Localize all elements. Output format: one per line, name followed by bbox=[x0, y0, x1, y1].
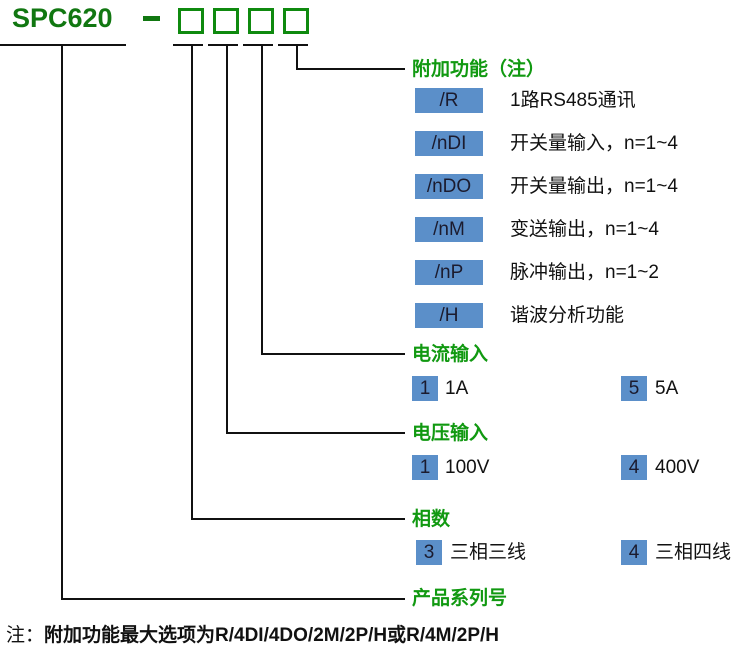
slot4-leader-line bbox=[296, 68, 405, 70]
series-leader-line bbox=[61, 598, 405, 600]
slot3-drop-line bbox=[261, 44, 263, 355]
slot1-drop-line bbox=[191, 44, 193, 520]
section-title-product-series: 产品系列号 bbox=[412, 588, 508, 609]
slot1-leader-line bbox=[191, 518, 405, 520]
option-badge-voltage-1: 4 bbox=[621, 455, 647, 480]
option-desc-additional-1: 开关量输入，n=1~4 bbox=[510, 133, 678, 154]
model-dash-icon bbox=[143, 16, 160, 21]
option-badge-additional-0: /R bbox=[415, 88, 483, 113]
option-desc-current-1: 5A bbox=[655, 378, 679, 399]
model-name: SPC620 bbox=[12, 3, 113, 33]
option-badge-voltage-0: 1 bbox=[412, 455, 438, 480]
model-slot-1 bbox=[178, 8, 204, 34]
slot2-leader-line bbox=[226, 432, 405, 434]
series-drop-line bbox=[61, 44, 63, 600]
option-desc-phase-1: 三相四线 bbox=[655, 542, 732, 563]
slot2-drop-line bbox=[226, 44, 228, 434]
option-badge-phase-1: 4 bbox=[621, 540, 647, 565]
option-desc-additional-5: 谐波分析功能 bbox=[510, 305, 625, 326]
option-badge-current-0: 1 bbox=[412, 376, 438, 401]
option-desc-phase-0: 三相三线 bbox=[450, 542, 527, 563]
slot4-underline bbox=[278, 44, 308, 46]
slot2-underline bbox=[208, 44, 238, 46]
option-badge-additional-2: /nDO bbox=[415, 174, 483, 199]
option-desc-additional-3: 变送输出，n=1~4 bbox=[510, 219, 659, 240]
section-title-voltage-input: 电压输入 bbox=[412, 423, 489, 444]
section-title-phase-count: 相数 bbox=[412, 509, 451, 530]
section-title-additional-functions: 附加功能（注） bbox=[412, 59, 546, 80]
section-title-current-input: 电流输入 bbox=[412, 344, 489, 365]
slot4-drop-line bbox=[296, 44, 298, 70]
model-slot-3 bbox=[248, 8, 274, 34]
slot3-leader-line bbox=[261, 353, 405, 355]
option-desc-additional-2: 开关量输出，n=1~4 bbox=[510, 176, 678, 197]
footnote: 注：附加功能最大选项为R/4DI/4DO/2M/2P/H或R/4M/2P/H bbox=[6, 620, 499, 647]
option-badge-additional-4: /nP bbox=[415, 260, 483, 285]
model-slot-4 bbox=[283, 8, 309, 34]
option-badge-additional-1: /nDI bbox=[415, 131, 483, 156]
model-slot-2 bbox=[213, 8, 239, 34]
slot1-underline bbox=[173, 44, 203, 46]
option-badge-additional-3: /nM bbox=[415, 217, 483, 242]
series-underline bbox=[0, 44, 126, 46]
option-badge-current-1: 5 bbox=[621, 376, 647, 401]
option-desc-voltage-1: 400V bbox=[655, 457, 700, 478]
option-badge-additional-5: /H bbox=[415, 303, 483, 328]
footnote-label: 注： bbox=[6, 625, 45, 646]
option-desc-additional-0: 1路RS485通讯 bbox=[510, 90, 636, 111]
slot3-underline bbox=[243, 44, 273, 46]
option-desc-additional-4: 脉冲输出，n=1~2 bbox=[510, 262, 659, 283]
footnote-text: 附加功能最大选项为R/4DI/4DO/2M/2P/H或R/4M/2P/H bbox=[44, 625, 500, 646]
option-desc-voltage-0: 100V bbox=[445, 457, 490, 478]
option-desc-current-0: 1A bbox=[445, 378, 469, 399]
option-badge-phase-0: 3 bbox=[416, 540, 442, 565]
